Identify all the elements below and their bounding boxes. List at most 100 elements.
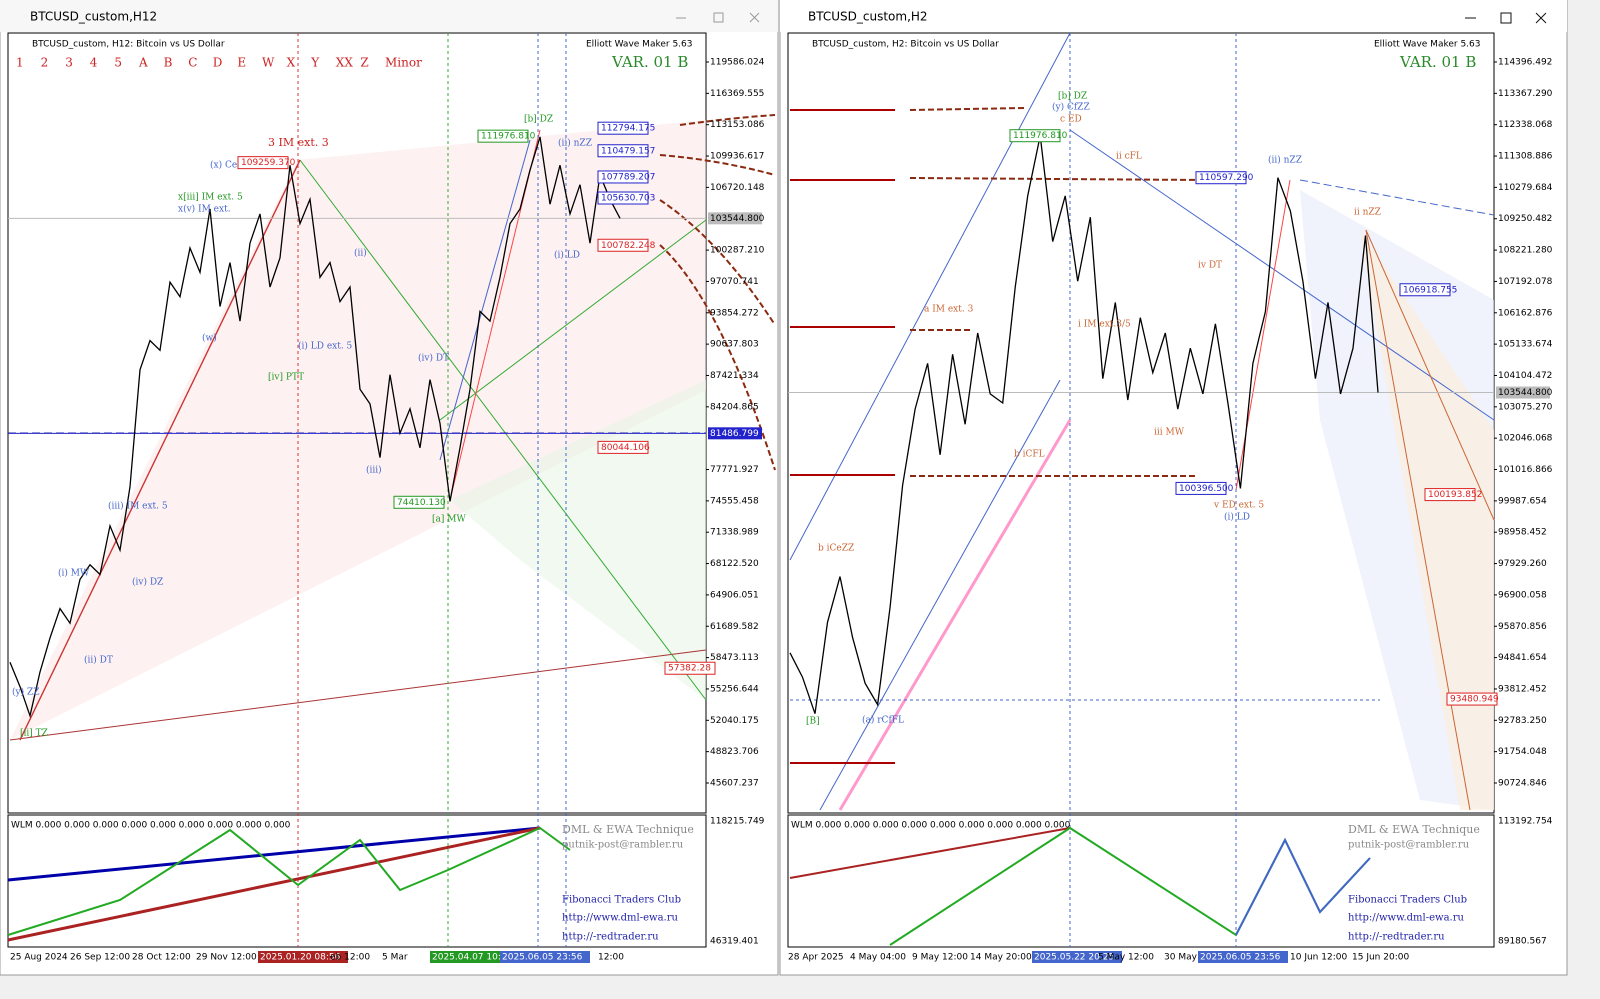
wave-button[interactable]: A	[138, 56, 148, 70]
date-label: 9 May 12:00	[912, 953, 968, 963]
price-tick-label: 103075.270	[1498, 402, 1553, 412]
wave-label: (i) MW	[58, 568, 90, 579]
wave-channels	[8, 33, 707, 947]
date-highlight	[500, 951, 590, 963]
dynamic-layer: BTCUSD_custom,H12 BTCUSD_custom, H12: Bit…	[8, 10, 1553, 963]
wave-label: (y) CfZZ	[1052, 102, 1090, 113]
wave-label: (ii) nZZ	[1268, 155, 1302, 166]
price-tick-label: 96900.058	[1498, 590, 1547, 600]
price-box-label: 93480.949	[1450, 695, 1499, 705]
date-label: 10 Jun 12:00	[1290, 953, 1347, 963]
date-label: 15 Jun 20:00	[1352, 953, 1409, 963]
date-highlight	[258, 951, 348, 963]
wave-label: a IM ext. 3	[924, 305, 974, 315]
date-label: 12:00	[598, 953, 624, 963]
wave-label: x[iii] IM ext. 5	[178, 193, 243, 203]
sub-tick-label: 118215.749	[710, 817, 765, 827]
price-tick-label: 109250.482	[1498, 214, 1552, 224]
wave-label: c ED	[1060, 115, 1082, 125]
price-box	[597, 170, 649, 184]
price-box	[1424, 488, 1476, 502]
wave-label: iv DT	[1198, 261, 1222, 271]
price-tick-label: 97929.260	[1498, 559, 1547, 569]
credit: Fibonacci Traders Club	[562, 895, 681, 906]
price-tick-label: 105133.674	[1498, 340, 1553, 350]
wave-button[interactable]: 1	[16, 56, 24, 70]
price-tick-label: 97070.741	[710, 277, 759, 287]
price-path	[9, 136, 621, 719]
price-tick-label: 104104.472	[1498, 371, 1552, 381]
date-label: 2025.01.20 08:56	[260, 953, 341, 963]
wave-button[interactable]: 3	[65, 56, 73, 70]
price-box	[597, 144, 649, 158]
wave-button[interactable]: XX	[336, 56, 354, 70]
price-tick-label: 106162.876	[1498, 308, 1553, 318]
price-box-label: 57382.28	[668, 664, 711, 674]
credit[interactable]: http://www.dml-ewa.ru	[1348, 913, 1465, 924]
indicator-name: Elliott Wave Maker 5.63	[1374, 40, 1480, 50]
wave-label: (ii) DT	[84, 655, 113, 666]
price-tick-label: 99987.654	[1498, 496, 1547, 506]
indicator-lines	[7, 826, 1371, 946]
credit: putnik-post@rambler.ru	[562, 840, 684, 851]
price-tick-label: 71338.989	[710, 528, 759, 538]
var-label: VAR. 01 B	[611, 53, 688, 71]
wave-button[interactable]: Y	[310, 56, 320, 70]
wave-button[interactable]: W	[262, 56, 275, 70]
date-highlight	[1198, 951, 1288, 963]
price-tick-label: 64906.051	[710, 590, 759, 600]
date-label: 5 May 12:00	[1098, 953, 1154, 963]
price-tick-label: 116369.555	[710, 89, 764, 99]
date-label: 28 Oct 12:00	[132, 953, 191, 963]
wave-button[interactable]: Minor	[385, 56, 422, 70]
price-box	[1195, 171, 1247, 185]
price-box-label: 100782.248	[601, 241, 656, 251]
price-tick-label: 94841.654	[1498, 653, 1547, 663]
date-highlight	[1032, 951, 1122, 963]
wave-button[interactable]: Z	[360, 56, 368, 70]
credit[interactable]: http://-redtrader.ru	[562, 932, 659, 943]
wave-button[interactable]: 5	[114, 56, 122, 70]
date-label: 14 May 20:00	[970, 953, 1032, 963]
price-tick-label: 92783.250	[1498, 716, 1547, 726]
price-tick-label: 55256.644	[710, 684, 759, 694]
window-controls[interactable]	[1465, 12, 1547, 24]
wave-button[interactable]: C	[188, 56, 197, 70]
date-label: 2025.06.05 23:56	[502, 953, 583, 963]
price-tag-label: 103544.800	[710, 214, 765, 224]
price-box-label: 105630.703	[601, 194, 655, 204]
price-tick-label: 111308.886	[1498, 152, 1553, 162]
credit[interactable]: http://-redtrader.ru	[1348, 932, 1445, 943]
credit: DML & EWA Technique	[562, 823, 694, 836]
wave-label: b iCFL	[1014, 450, 1045, 460]
wave-label: (ii) nZZ	[558, 138, 592, 149]
sub-tick-label: 89180.567	[1498, 937, 1547, 947]
wave-button[interactable]: B	[164, 56, 173, 70]
price-box	[393, 495, 445, 509]
credit[interactable]: http://www.dml-ewa.ru	[562, 913, 679, 924]
wave-button[interactable]: E	[237, 56, 246, 70]
price-box	[1175, 481, 1227, 495]
window-controls[interactable]	[676, 12, 760, 23]
price-tick-label: 87421.334	[710, 371, 759, 381]
price-tag-label: 81486.799	[710, 429, 759, 439]
price-tick-label: 113367.290	[1498, 89, 1553, 99]
date-label: 28 Apr 2025	[788, 953, 844, 963]
price-tick-label: 106720.148	[710, 183, 765, 193]
date-label: eb 12:00	[330, 953, 370, 963]
price-tick-label: 90637.803	[710, 340, 759, 350]
wave-label: ii cFL	[1116, 152, 1142, 162]
wave-button[interactable]: X	[287, 56, 296, 70]
wave-button[interactable]: 2	[41, 56, 49, 70]
date-label: 2025.04.07 10:04	[432, 953, 513, 963]
wave-label: [b] DZ	[524, 115, 553, 125]
wave-label: (iii)	[366, 465, 382, 476]
price-box	[597, 238, 649, 252]
wave-label: x(v) IM ext.	[178, 204, 231, 215]
wave-label: 3 IM ext. 3	[268, 136, 329, 149]
wave-button[interactable]: 4	[90, 56, 98, 70]
price-tick-label: 74555.458	[710, 496, 759, 506]
wave-button[interactable]: D	[213, 56, 223, 70]
price-box-label: 111976.810	[481, 132, 536, 142]
chart-header: BTCUSD_custom, H12: Bitcoin vs US Dollar	[32, 40, 225, 50]
